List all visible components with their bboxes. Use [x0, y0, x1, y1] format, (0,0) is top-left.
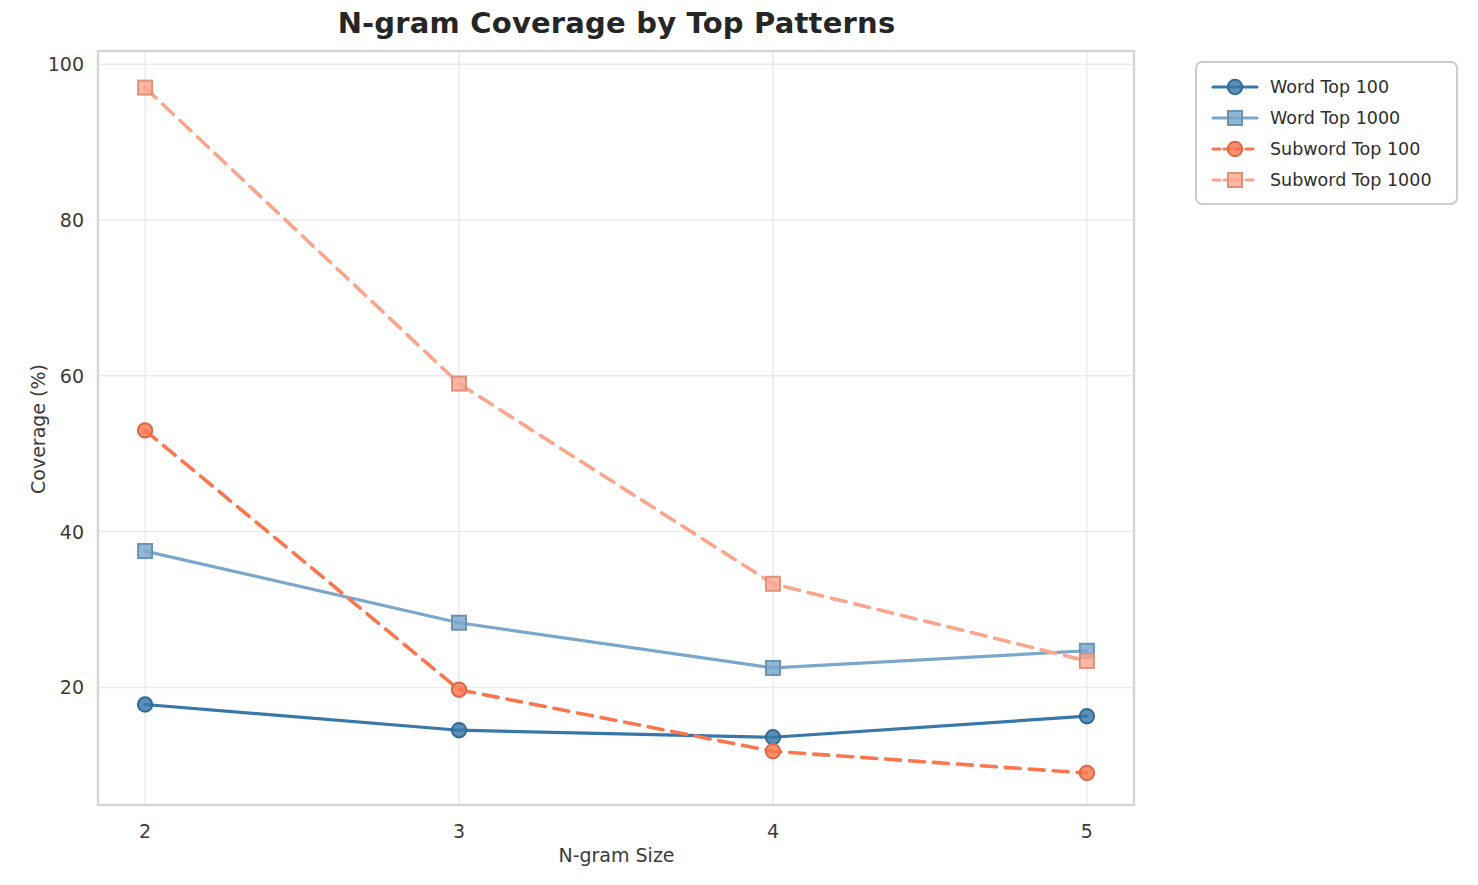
data-point-subword-top-1000 [138, 81, 152, 95]
y-tick-label: 40 [60, 521, 84, 543]
legend-swatch-subword-top-100 [1211, 140, 1259, 158]
legend-item-subword-top-1000: Subword Top 1000 [1211, 167, 1442, 192]
legend-marker [1228, 141, 1242, 155]
legend-swatch-word-top-1000 [1211, 109, 1259, 127]
data-point-subword-top-100 [1080, 766, 1094, 780]
y-axis-label: Coverage (%) [27, 349, 49, 509]
series-line-subword-top-100 [145, 430, 1087, 773]
legend-item-word-top-100: Word Top 100 [1211, 74, 1442, 99]
plot-border [98, 51, 1134, 805]
x-tick-label: 4 [767, 820, 779, 842]
legend: Word Top 100 Word Top 1000 Subword Top 1… [1195, 61, 1458, 205]
legend-marker [1228, 173, 1242, 187]
data-point-subword-top-100 [138, 423, 152, 437]
legend-marker [1228, 111, 1242, 125]
data-point-subword-top-1000 [766, 577, 780, 591]
y-tick-label: 100 [48, 53, 84, 75]
y-tick-label: 20 [60, 676, 84, 698]
data-point-word-top-100 [138, 697, 152, 711]
legend-label: Subword Top 1000 [1270, 170, 1432, 190]
series-line-subword-top-1000 [145, 88, 1087, 661]
legend-swatch-word-top-100 [1211, 78, 1259, 96]
legend-item-subword-top-100: Subword Top 100 [1211, 136, 1442, 161]
x-tick-label: 2 [139, 820, 151, 842]
data-point-word-top-1000 [766, 661, 780, 675]
data-point-word-top-100 [452, 723, 466, 737]
x-tick-label: 5 [1081, 820, 1093, 842]
y-tick-label: 60 [60, 365, 84, 387]
legend-item-word-top-1000: Word Top 1000 [1211, 105, 1442, 130]
data-point-word-top-1000 [452, 616, 466, 630]
data-point-subword-top-1000 [452, 377, 466, 391]
figure: N-gram Coverage by Top Patterns 20406080… [0, 0, 1478, 885]
legend-swatch-subword-top-1000 [1211, 171, 1259, 189]
x-axis-label: N-gram Size [98, 844, 1135, 866]
series-line-word-top-1000 [145, 551, 1087, 668]
data-point-subword-top-1000 [1080, 654, 1094, 668]
data-point-word-top-100 [766, 730, 780, 744]
x-tick-label: 3 [453, 820, 465, 842]
y-tick-label: 80 [60, 209, 84, 231]
legend-label: Word Top 1000 [1270, 108, 1400, 128]
legend-label: Subword Top 100 [1270, 139, 1420, 159]
data-point-word-top-1000 [138, 544, 152, 558]
data-point-word-top-100 [1080, 709, 1094, 723]
data-point-subword-top-100 [766, 744, 780, 758]
legend-label: Word Top 100 [1270, 77, 1389, 97]
legend-marker [1228, 79, 1242, 93]
data-point-subword-top-100 [452, 683, 466, 697]
